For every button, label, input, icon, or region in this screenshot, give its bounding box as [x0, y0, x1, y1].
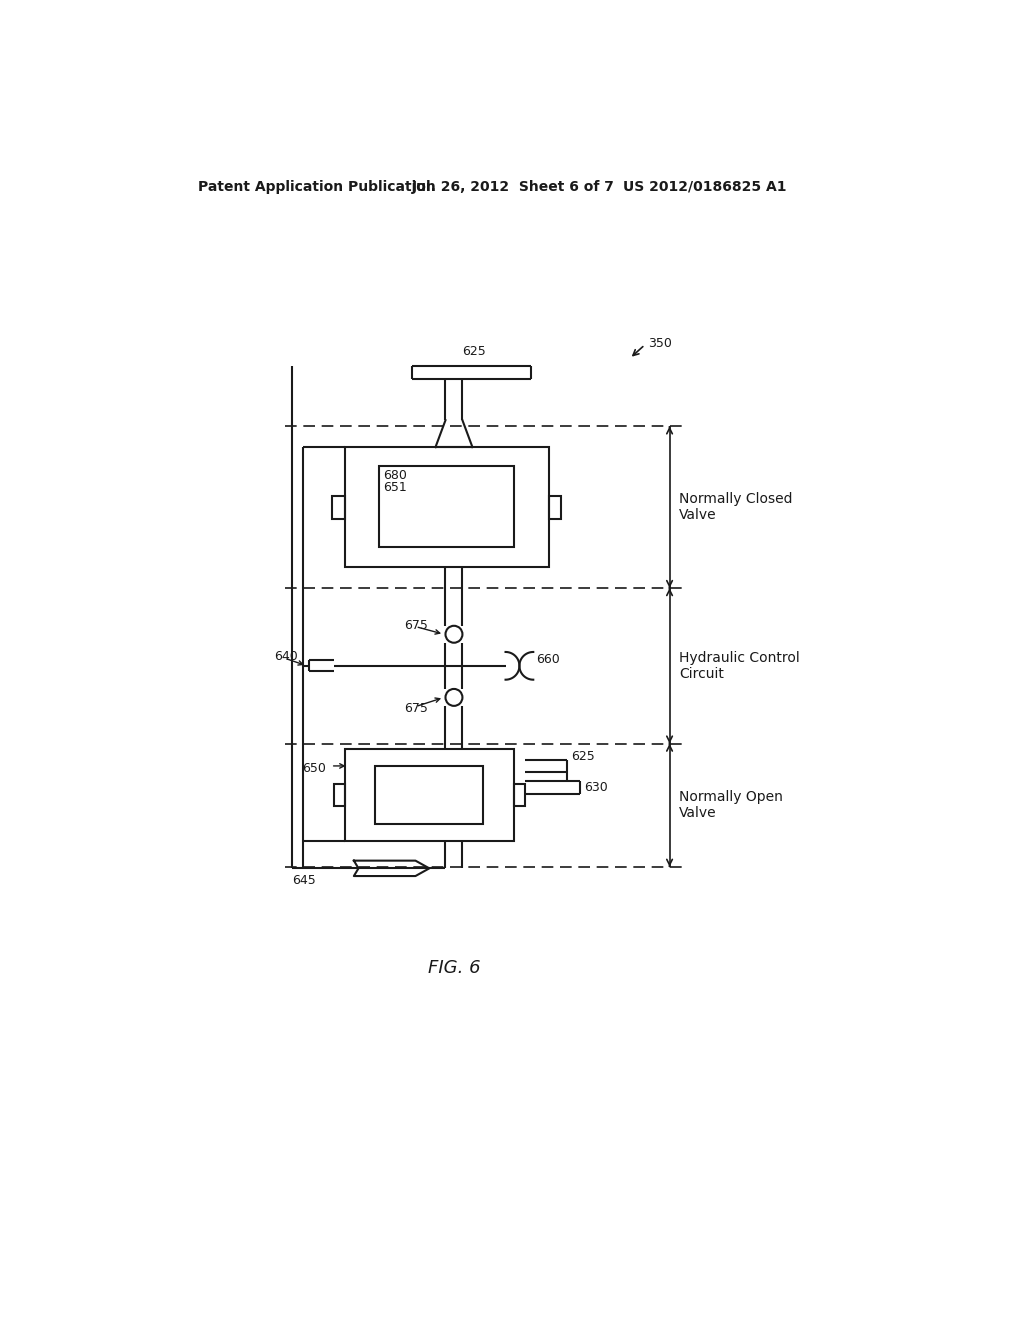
- Text: Jul. 26, 2012  Sheet 6 of 7: Jul. 26, 2012 Sheet 6 of 7: [412, 180, 614, 194]
- Text: 645: 645: [292, 874, 316, 887]
- Text: 660: 660: [537, 653, 560, 667]
- Bar: [514, 784, 524, 807]
- Text: Patent Application Publication: Patent Application Publication: [199, 180, 436, 194]
- Text: 640: 640: [274, 649, 298, 663]
- Bar: [549, 495, 561, 519]
- Text: 350: 350: [648, 337, 672, 350]
- Text: FIG. 6: FIG. 6: [428, 960, 480, 977]
- Text: 650: 650: [302, 762, 327, 775]
- Text: Normally Open
Valve: Normally Open Valve: [679, 791, 782, 820]
- Text: 625: 625: [462, 345, 485, 358]
- Text: 675: 675: [403, 619, 428, 631]
- Text: 651: 651: [383, 482, 407, 495]
- Bar: [379, 466, 514, 548]
- Bar: [333, 495, 345, 519]
- Bar: [376, 766, 483, 825]
- Text: US 2012/0186825 A1: US 2012/0186825 A1: [624, 180, 786, 194]
- Text: Normally Closed
Valve: Normally Closed Valve: [679, 492, 793, 523]
- Text: 675: 675: [403, 702, 428, 714]
- Text: 625: 625: [571, 750, 595, 763]
- Bar: [334, 784, 345, 807]
- Text: Hydraulic Control
Circuit: Hydraulic Control Circuit: [679, 651, 800, 681]
- Text: 680: 680: [383, 469, 407, 482]
- Text: 630: 630: [584, 781, 608, 795]
- Bar: [345, 447, 549, 566]
- Bar: [345, 748, 514, 841]
